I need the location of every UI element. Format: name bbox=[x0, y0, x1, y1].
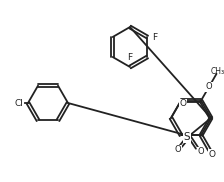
Text: O: O bbox=[198, 147, 204, 157]
Text: F: F bbox=[127, 53, 133, 62]
Text: O: O bbox=[206, 82, 212, 91]
Text: O: O bbox=[209, 150, 215, 159]
Text: CH₃: CH₃ bbox=[211, 67, 224, 76]
Text: O: O bbox=[175, 145, 181, 155]
Text: S: S bbox=[184, 132, 190, 142]
Text: Cl: Cl bbox=[14, 98, 23, 108]
Text: O: O bbox=[179, 99, 187, 108]
Text: F: F bbox=[152, 33, 157, 41]
